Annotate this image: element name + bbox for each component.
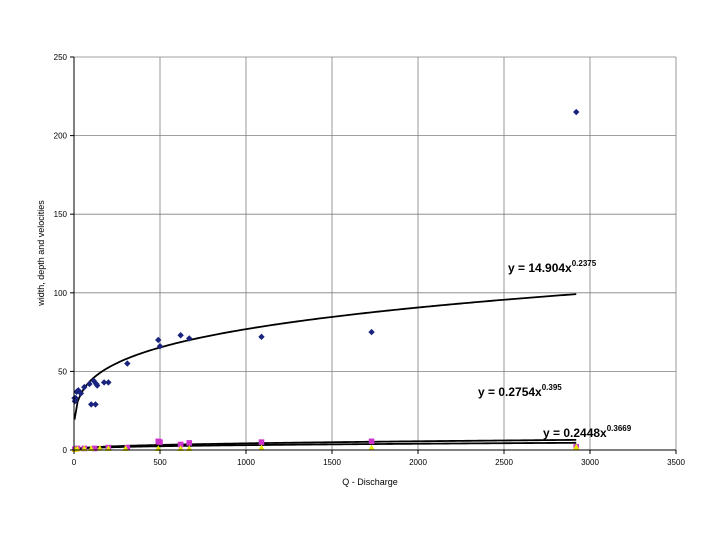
equation-depth: y = 0.2754x0.395 (478, 383, 562, 399)
x-tick-label: 500 (153, 458, 167, 467)
y-tick-label: 50 (58, 367, 67, 376)
data-point-diamond (124, 360, 131, 367)
equation-velocity: y = 0.2448x0.3669 (543, 424, 632, 440)
data-point-diamond (368, 328, 375, 336)
equation-width: y = 14.904x0.2375 (508, 259, 597, 275)
x-tick-label: 3500 (667, 458, 685, 467)
data-point-triangle (258, 444, 265, 451)
y-tick-label: 150 (54, 210, 68, 219)
data-point-triangle (368, 444, 375, 451)
tick-labels: 0 500 1000 1500 2000 2500 3000 3500 0 50 100 150 200… (54, 53, 686, 467)
data-point-diamond (105, 379, 112, 386)
data-point-diamond (92, 401, 99, 408)
y-tick-label: 100 (54, 289, 68, 298)
data-point-diamond (100, 379, 108, 386)
y-tick-label: 200 (54, 132, 68, 141)
data-point-square (258, 439, 265, 445)
grid-layer (74, 56, 677, 450)
x-tick-label: 2000 (409, 458, 427, 467)
data-point-diamond (177, 332, 184, 339)
data-point-diamond (77, 390, 85, 397)
axes-layer (73, 57, 676, 451)
x-tick-label: 3000 (581, 458, 599, 467)
x-axis-title: Q - Discharge (342, 477, 398, 487)
data-point-diamond (155, 336, 162, 344)
data-point-diamond (90, 377, 97, 385)
data-point-diamond (94, 382, 101, 389)
data-point-square (124, 444, 131, 451)
data-point-diamond (258, 333, 265, 341)
x-tick-label: 1000 (237, 458, 255, 467)
data-point-diamond (88, 401, 95, 408)
y-tick-label: 0 (63, 446, 68, 455)
data-point-triangle (96, 444, 103, 451)
data-point-diamond (86, 380, 93, 388)
y-tick-label: 250 (54, 53, 68, 62)
data-point-diamond (186, 335, 193, 342)
trendline-0 (73, 293, 577, 420)
data-point-square (177, 441, 184, 448)
data-point-diamond (156, 343, 164, 350)
data-point-square (368, 438, 375, 445)
data-point-triangle (573, 443, 580, 450)
trendline-1 (74, 438, 577, 451)
x-tick-label: 0 (72, 458, 77, 467)
data-point-diamond (81, 383, 88, 391)
y-axis-title: width, depth and velocities (36, 200, 46, 307)
data-point-diamond (573, 108, 580, 116)
data-point-square (91, 445, 98, 452)
data-point-square (157, 439, 163, 445)
trendline-2 (74, 441, 577, 451)
data-point-square (186, 440, 193, 446)
x-tick-label: 1500 (323, 458, 341, 467)
x-tick-label: 2500 (495, 458, 513, 467)
data-points-layer (71, 108, 580, 453)
